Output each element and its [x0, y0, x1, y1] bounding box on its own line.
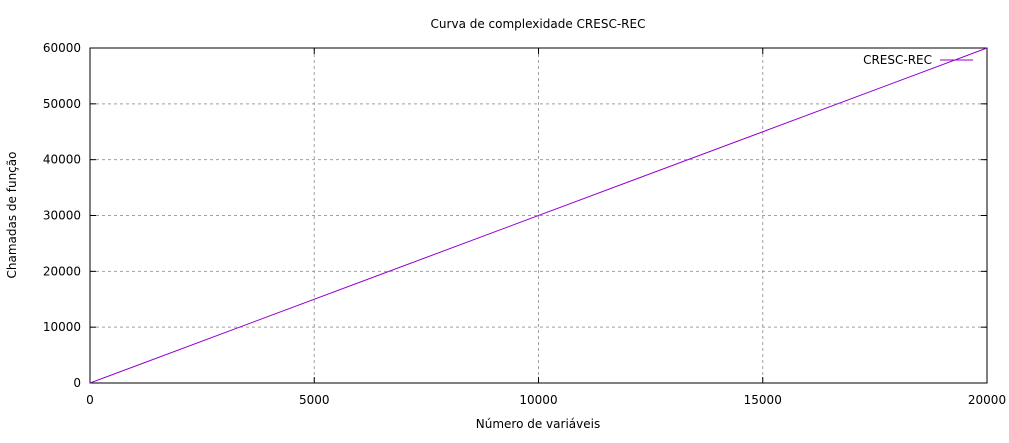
y-tick-label: 60000 — [43, 41, 81, 55]
y-axis-label: Chamadas de função — [5, 152, 19, 279]
y-tick-label: 50000 — [43, 97, 81, 111]
x-tick-label: 20000 — [968, 393, 1006, 407]
series-layer — [89, 47, 988, 384]
x-tick-label: 15000 — [744, 393, 782, 407]
y-tick-label: 10000 — [43, 320, 81, 334]
y-tick-label: 0 — [73, 376, 81, 390]
grid-lines — [90, 48, 987, 383]
series-line — [89, 47, 988, 384]
axis-ticks: 0 5000 10000 15000 20000 0 10000 20000 30000 4000… — [43, 41, 1006, 407]
x-tick-label: 5000 — [299, 393, 330, 407]
x-tick-label: 0 — [86, 393, 94, 407]
legend-label: CRESC-REC — [863, 53, 932, 67]
chart-title: Curva de complexidade CRESC-REC — [431, 17, 646, 31]
y-tick-label: 40000 — [43, 153, 81, 167]
x-axis-label: Número de variáveis — [476, 417, 600, 431]
y-tick-label: 20000 — [43, 264, 81, 278]
x-tick-label: 10000 — [519, 393, 557, 407]
legend: CRESC-REC — [863, 53, 973, 67]
y-tick-label: 30000 — [43, 209, 81, 223]
